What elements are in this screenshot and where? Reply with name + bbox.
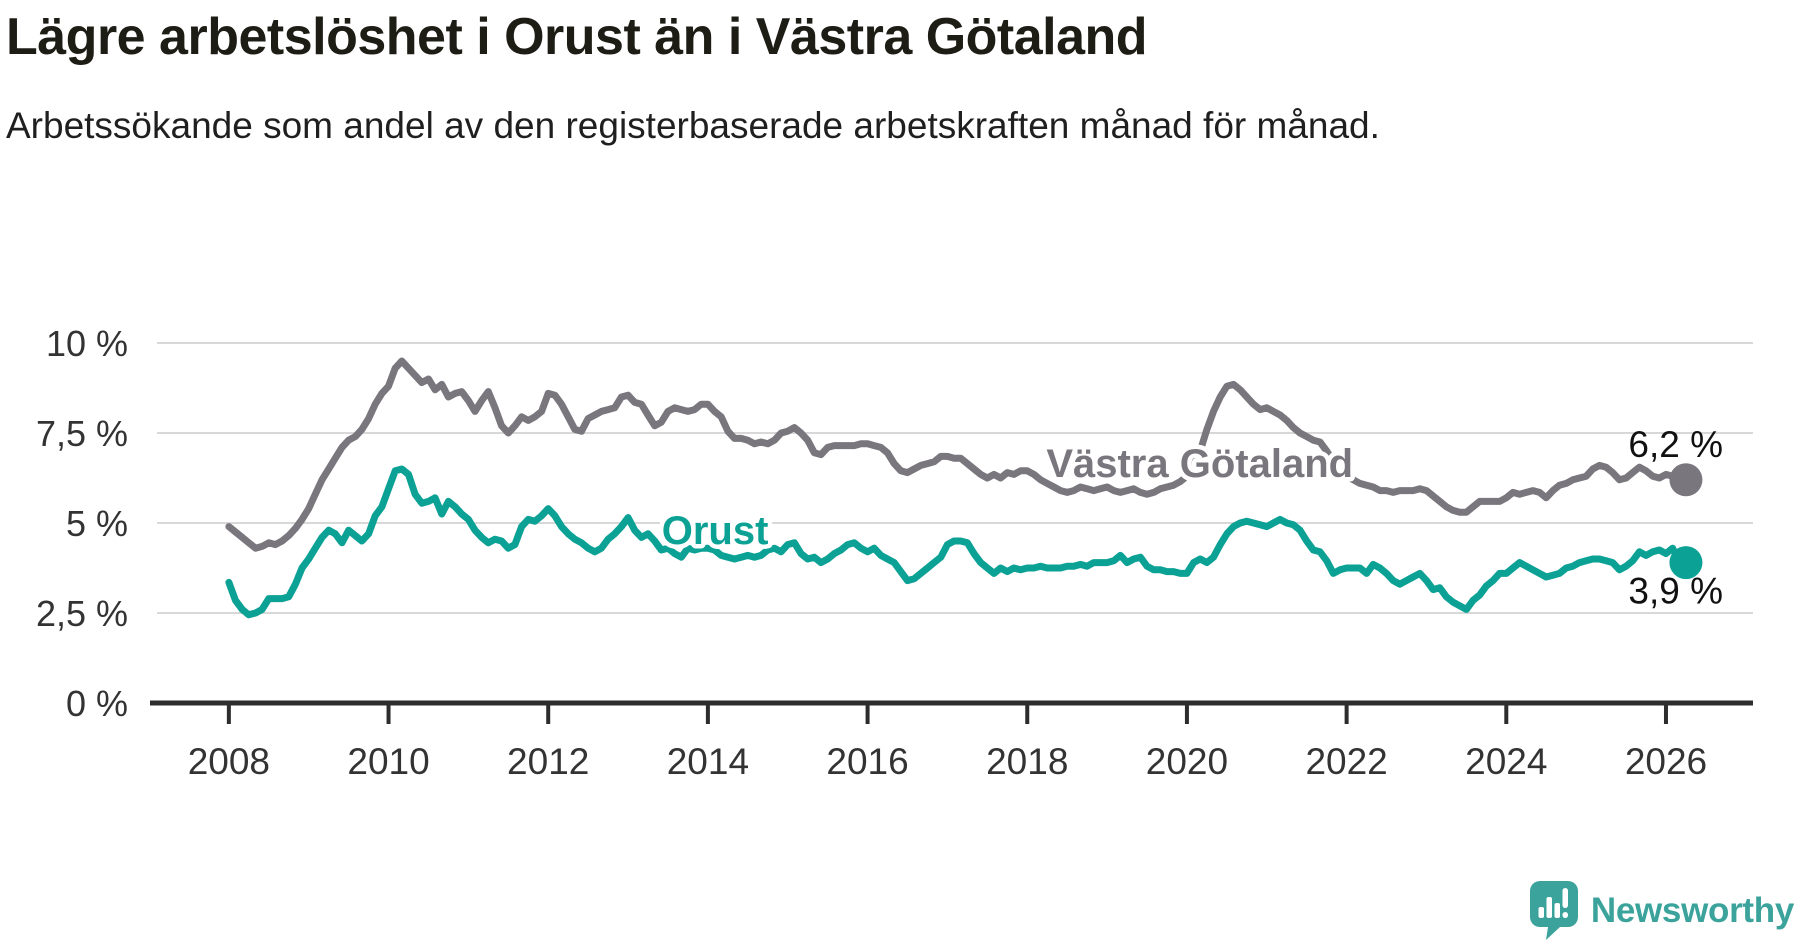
series-label-v-stra-g-taland: Västra Götaland xyxy=(1046,442,1353,486)
newsworthy-brand: Newsworthy xyxy=(1529,880,1794,942)
y-tick-label: 10 % xyxy=(46,323,128,364)
x-tick-label: 2012 xyxy=(507,741,589,782)
page-title: Lägre arbetslöshet i Orust än i Västra G… xyxy=(6,8,1148,66)
newsworthy-logo-icon xyxy=(1529,881,1578,940)
chart-header: Lägre arbetslöshet i Orust än i Västra G… xyxy=(6,0,1466,152)
page-subtitle: Arbetssökande som andel av den registerb… xyxy=(6,104,1380,146)
x-tick-label: 2022 xyxy=(1305,741,1387,782)
x-tick-label: 2020 xyxy=(1146,741,1228,782)
x-tick-label: 2016 xyxy=(826,741,908,782)
series-line-orust xyxy=(225,465,1690,619)
x-tick-label: 2018 xyxy=(986,741,1068,782)
series-label-orust: Orust xyxy=(662,509,769,553)
series-end-label: 6,2 % xyxy=(1628,424,1723,465)
x-tick-label: 2010 xyxy=(347,741,429,782)
newsworthy-logo-text: Newsworthy xyxy=(1590,891,1794,930)
y-tick-label: 2,5 % xyxy=(36,593,128,634)
series-end-dot xyxy=(1669,463,1703,497)
series-end-label: 3,9 % xyxy=(1628,571,1723,612)
y-tick-label: 7,5 % xyxy=(36,413,128,454)
x-tick-label: 2014 xyxy=(667,741,749,782)
series-end-dot xyxy=(1669,546,1703,580)
series-line-v-stra-g-taland xyxy=(225,357,1690,552)
x-tick-label: 2026 xyxy=(1625,741,1707,782)
x-tick-label: 2008 xyxy=(188,741,270,782)
y-tick-label: 0 % xyxy=(66,683,128,724)
x-tick-label: 2024 xyxy=(1465,741,1547,782)
y-tick-label: 5 % xyxy=(66,503,128,544)
